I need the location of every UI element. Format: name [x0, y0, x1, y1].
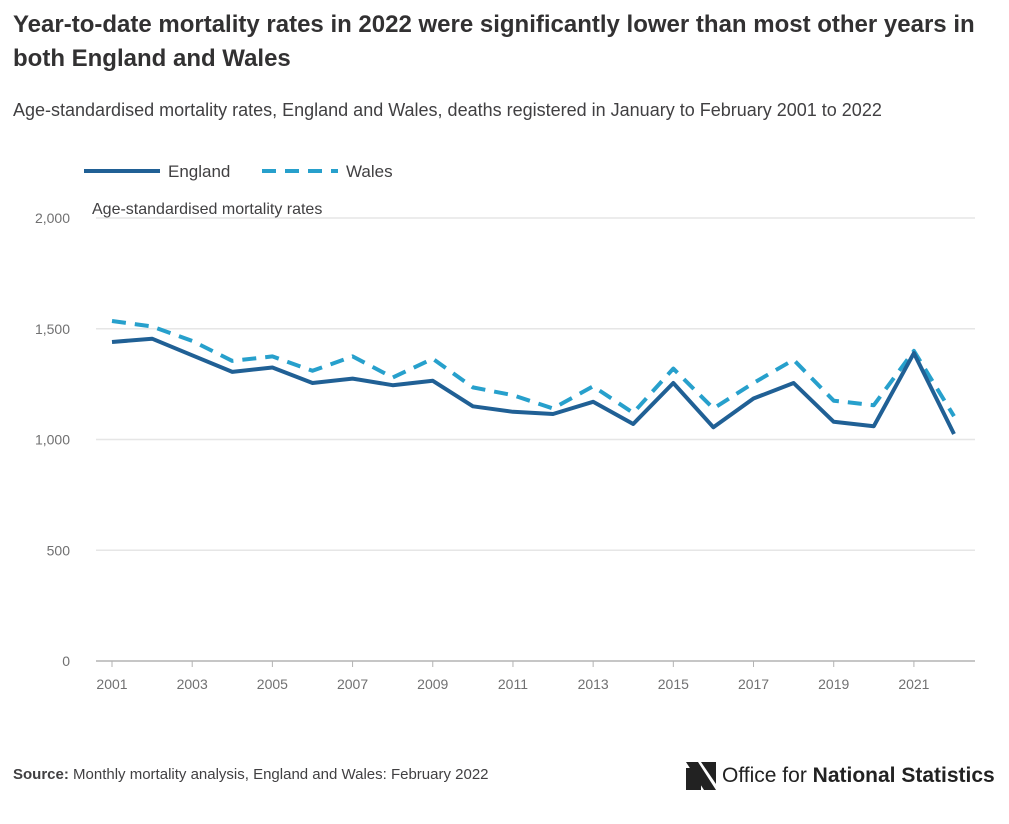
legend-label-england: England	[168, 162, 230, 181]
chart-subtitle: Age-standardised mortality rates, Englan…	[13, 100, 882, 120]
chart-title: Year-to-date mortality rates in 2022 wer…	[13, 11, 975, 72]
x-tick-label: 2003	[177, 676, 208, 692]
y-tick-label: 0	[62, 653, 70, 669]
ons-logo-icon	[686, 762, 716, 790]
y-axis-label: Age-standardised mortality rates	[92, 201, 322, 218]
ons-logo: Office for National Statistics	[686, 760, 995, 792]
line-chart: England Wales 0 500 1,000 1,500 2,000 2001 20…	[35, 162, 975, 692]
source-note: Source: Monthly mortality analysis, Engl…	[13, 766, 489, 783]
x-tick-label: 2001	[96, 676, 127, 692]
legend-label-wales: Wales	[346, 162, 393, 181]
ons-logo-text: Office for National Statistics	[722, 764, 995, 787]
x-tick-label: 2011	[498, 676, 528, 692]
x-tick-label: 2015	[658, 676, 689, 692]
source-text: Monthly mortality analysis, England and …	[73, 766, 489, 783]
y-tick-label: 500	[47, 542, 71, 558]
series-line-wales	[111, 319, 956, 418]
legend: England Wales	[84, 162, 393, 181]
x-tick-label: 2007	[337, 676, 368, 692]
x-tick-label: 2019	[818, 676, 849, 692]
x-tick-label: 2017	[738, 676, 769, 692]
y-tick-label: 2,000	[35, 210, 70, 226]
x-tick-label: 2005	[257, 676, 288, 692]
y-tick-label: 1,000	[35, 432, 70, 448]
y-tick-label: 1,500	[35, 321, 70, 337]
series-line-england	[111, 336, 956, 435]
x-tick-label: 2009	[417, 676, 448, 692]
source-label: Source:	[13, 766, 69, 783]
x-tick-label: 2021	[898, 676, 929, 692]
x-tick-label: 2013	[578, 676, 609, 692]
